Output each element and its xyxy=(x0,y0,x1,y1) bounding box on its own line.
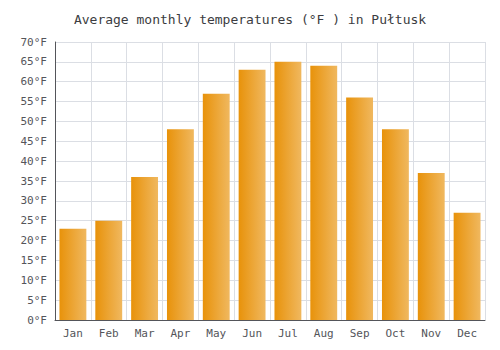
svg-text:0°F: 0°F xyxy=(27,314,47,327)
svg-text:5°F: 5°F xyxy=(27,294,47,307)
svg-text:Dec: Dec xyxy=(457,327,477,340)
svg-text:20°F: 20°F xyxy=(21,234,48,247)
svg-text:Mar: Mar xyxy=(135,327,155,340)
svg-text:Jan: Jan xyxy=(63,327,83,340)
svg-text:65°F: 65°F xyxy=(21,55,48,68)
svg-text:Average monthly temperatures (: Average monthly temperatures (°F ) in Pu… xyxy=(74,12,426,27)
svg-text:Jul: Jul xyxy=(278,327,298,340)
svg-text:45°F: 45°F xyxy=(21,135,48,148)
svg-text:Feb: Feb xyxy=(99,327,119,340)
svg-text:10°F: 10°F xyxy=(21,274,48,287)
svg-text:60°F: 60°F xyxy=(21,75,48,88)
svg-text:Apr: Apr xyxy=(170,327,190,340)
svg-text:40°F: 40°F xyxy=(21,155,48,168)
svg-text:Jun: Jun xyxy=(242,327,262,340)
svg-text:Nov: Nov xyxy=(421,327,441,340)
svg-text:Aug: Aug xyxy=(314,327,334,340)
svg-text:30°F: 30°F xyxy=(21,194,48,207)
svg-text:Sep: Sep xyxy=(350,327,370,340)
svg-text:25°F: 25°F xyxy=(21,214,48,227)
svg-text:Oct: Oct xyxy=(385,327,405,340)
svg-text:50°F: 50°F xyxy=(21,115,48,128)
svg-text:May: May xyxy=(206,327,226,340)
svg-text:70°F: 70°F xyxy=(21,36,48,49)
svg-text:55°F: 55°F xyxy=(21,95,48,108)
svg-text:15°F: 15°F xyxy=(21,254,48,267)
svg-text:35°F: 35°F xyxy=(21,175,48,188)
